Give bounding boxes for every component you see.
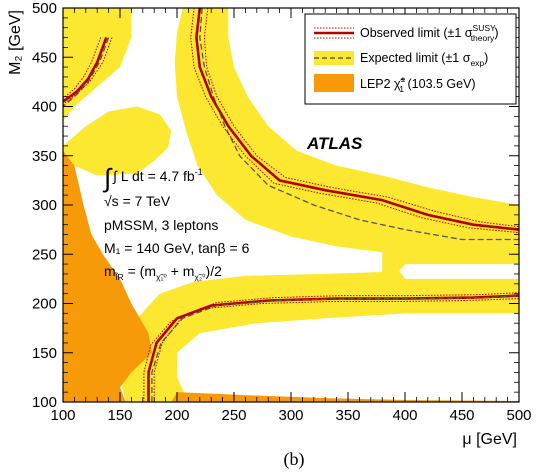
lep2-lower-strip [171,392,520,402]
y-tick-label: 100 [32,394,57,411]
y-tick-label: 200 [32,296,57,313]
y-tick-label: 500 [32,0,57,17]
legend-lep2-box [314,74,354,92]
legend: Observed limit (±1 σSUSY theory) Expected… [304,13,517,105]
lep2-layer [63,150,520,402]
expected-line-segment-2 [151,294,520,402]
observed_band-line-segment-4 [153,292,520,402]
expected-line-segment-0 [62,37,110,107]
observed-line-segment-0 [62,37,108,103]
x-tick-label: 350 [335,407,360,424]
x-axis-label: μ [GeV] [462,431,517,448]
line-layer [62,7,520,402]
y-axis-label: M₂ [GeV] [7,10,24,75]
expected-band-upper-left [63,8,172,176]
observed_band-line-segment-1 [62,37,102,99]
atlas-label: ATLAS [306,134,363,153]
lumi-annotation: ∫ ∫ L dt = 4.7 fb-1 [102,163,203,193]
observed_band-line-segment-3 [190,7,520,234]
x-tick-label: 250 [221,407,246,424]
x-tick-label: 200 [164,407,189,424]
legend-observed-label: Observed limit (±1 σSUSY theory) [360,23,498,43]
x-tick-label: 500 [506,407,531,424]
y-tick-label: 250 [32,246,57,263]
observed_band-line-segment-2 [203,7,520,228]
m1-annotation: M₁ = 140 GeV, tanβ = 6 [104,240,250,256]
y-tick-label: 300 [32,197,57,214]
lep2-excluded-region [63,150,152,402]
slepton-annotation: ml̃R = (mχ̃₁⁰ + mχ̃₂⁰)/2 [104,263,222,282]
energy-annotation: √s = 7 TeV [104,193,171,209]
x-tick-label: 100 [50,407,75,424]
observed-line-segment-1 [195,7,520,231]
legend-lep2-label: LEP2 χ̃± 1 (103.5 GeV) [360,74,476,94]
annotation-block: ∫ ∫ L dt = 4.7 fb-1 √s = 7 TeV pMSSM, 3 l… [102,163,250,282]
ticks-layer: 100 150 200 250 300 350 400 450 500 100 150 200 250 3… [32,0,532,424]
observed_band-line-segment-5 [143,298,520,402]
expected-line-segment-1 [199,7,519,241]
y-tick-label: 350 [32,148,57,165]
model-annotation: pMSSM, 3 leptons [104,217,218,233]
y-tick-label: 400 [32,99,57,116]
x-tick-label: 300 [278,407,303,424]
y-tick-label: 150 [32,345,57,362]
observed_band-line-segment-0 [62,37,113,105]
x-tick-label: 400 [392,407,417,424]
legend-expected-label: Expected limit (±1 σexp) [360,51,488,68]
x-tick-label: 150 [107,407,132,424]
x-tick-label: 450 [449,407,474,424]
panel-label: (b) [284,449,305,470]
plot-area-group [62,7,520,402]
y-tick-label: 450 [32,49,57,66]
